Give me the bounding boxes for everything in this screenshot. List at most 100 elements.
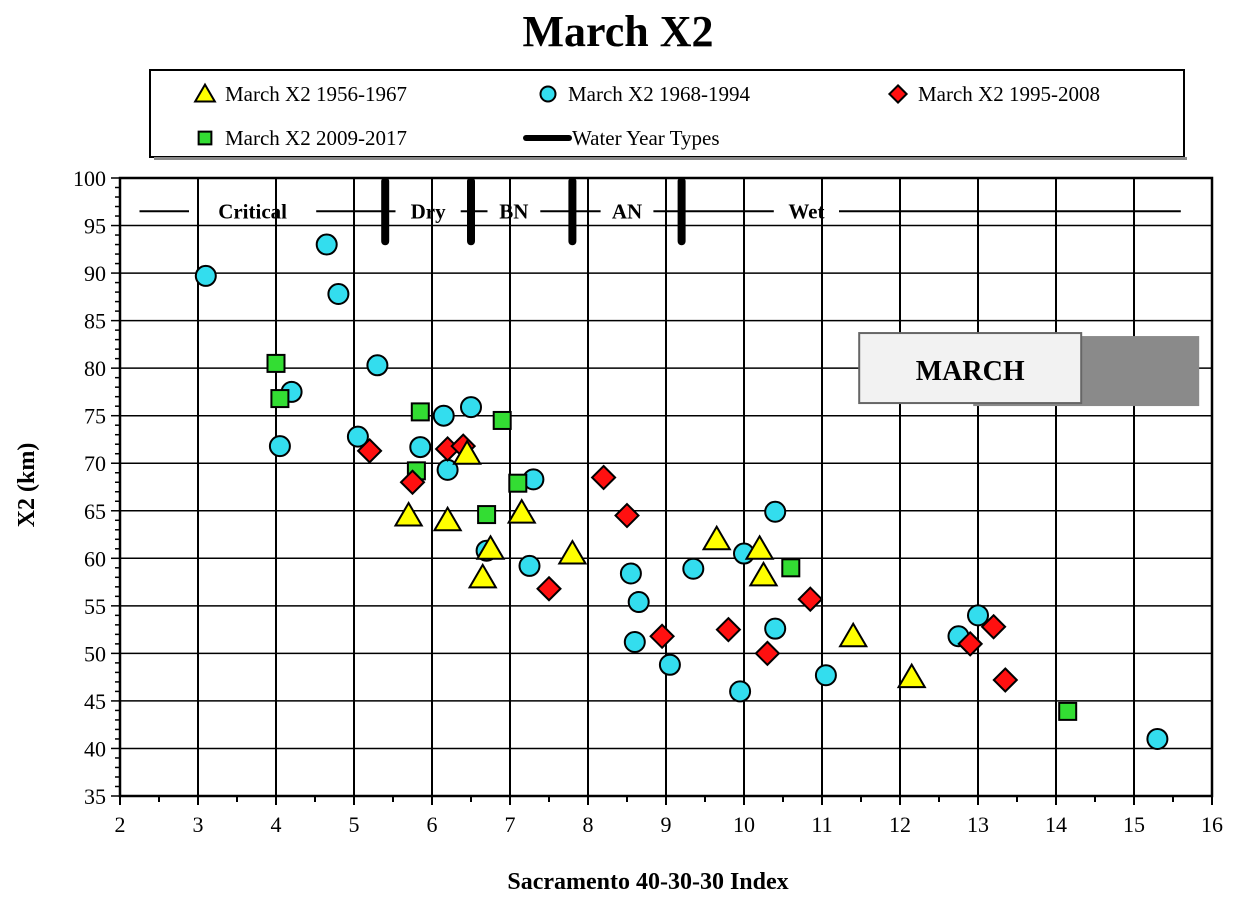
annotation-text: MARCH [916,356,1025,387]
data-point-triangle [701,524,732,551]
data-point-circle [194,264,217,287]
legend-marker-circle [539,85,557,103]
legend-entry-label: March X2 2009-2017 [225,126,407,150]
data-point-diamond [649,623,676,650]
data-point-diamond [797,586,824,613]
data-point-square [781,558,801,578]
data-point-circle [409,436,432,459]
y-tick-label: 95 [84,214,106,239]
y-tick-label: 90 [84,261,106,286]
x-tick-label: 16 [1201,812,1223,837]
y-tick-label: 35 [84,784,106,809]
y-tick-label: 65 [84,499,106,524]
data-points [194,233,1169,750]
data-point-diamond [356,437,383,464]
data-point-diamond [399,469,426,496]
data-point-circle [658,653,681,676]
data-point-diamond [754,640,781,667]
data-point-circle [1146,727,1169,750]
data-point-square [410,402,430,422]
legend-frame [149,69,1185,158]
data-point-square [270,389,290,409]
data-point-circle [623,630,646,653]
y-tick-labels: 35 40 45 50 55 60 65 70 75 80 85 90 95 100 [73,166,106,809]
x-tick-label: 12 [889,812,911,837]
x-tick-label: 9 [661,812,672,837]
annotation-box [858,332,1083,405]
x-tick-label: 4 [271,812,282,837]
data-point-triangle [432,505,463,532]
legend-marker-square [197,130,213,146]
data-point-circle [729,680,752,703]
data-point-square [477,505,497,525]
data-point-triangle [748,560,779,587]
data-point-diamond [590,464,617,491]
x-tick-label: 7 [505,812,516,837]
data-point-circle [814,664,837,687]
data-point-diamond [957,630,984,657]
data-point-circle [460,396,482,419]
data-point-triangle [475,534,506,560]
legend: March X2 1956-1967 March X2 1968-1994 Marc… [149,69,1187,160]
y-tick-label: 45 [84,689,106,714]
x-tick-label: 14 [1045,812,1067,837]
y-tick-label: 80 [84,356,106,381]
legend-shadow [154,157,1187,160]
data-point-diamond [992,667,1019,693]
data-point-circle [967,604,989,627]
legend-marker-triangle [193,82,217,103]
chart-title: March X2 [522,7,713,56]
data-point-triangle [744,534,775,560]
y-tick-label: 60 [84,546,106,571]
data-point-circle [315,233,338,256]
wyt-label: Dry [411,199,446,223]
data-point-circle [327,282,350,305]
data-point-diamond [715,616,742,643]
data-point-circle [268,435,291,458]
data-point-circle [619,562,642,585]
data-point-square [266,353,286,373]
legend-items: March X2 1956-1967 March X2 1968-1994 Marc… [193,82,1100,150]
data-point-triangle [557,539,588,565]
x-tick-label: 8 [583,812,594,837]
legend-entry-label: Water Year Types [572,126,720,150]
x-tick-label: 15 [1123,812,1145,837]
march-annotation: MARCH [858,332,1200,407]
grid-lines [120,178,1212,796]
data-point-triangle [506,498,537,524]
y-tick-label: 85 [84,309,106,334]
x-tick-label: 2 [115,812,126,837]
data-point-circle [764,617,787,640]
x-tick-label: 6 [427,812,438,837]
x-tick-label: 13 [967,812,989,837]
data-point-triangle [838,621,869,648]
y-tick-label: 55 [84,594,106,619]
data-point-circle [432,404,455,427]
y-tick-label: 100 [73,166,106,191]
y-axis-label: X2 (km) [14,443,40,528]
wyt-label: Wet [788,199,824,223]
data-point-square [508,473,528,493]
wyt-label: Critical [218,199,287,223]
y-tick-label: 70 [84,451,106,476]
data-point-square [492,410,512,430]
legend-marker-diamond [887,83,909,105]
x-tick-labels: 2 3 4 5 6 7 8 9 10 11 12 13 14 15 16 [115,812,1224,837]
wyt-label: AN [612,199,642,223]
x-axis-label: Sacramento 40-30-30 Index [507,869,788,895]
y-tick-label: 40 [84,736,106,761]
data-point-triangle [452,439,482,465]
y-tick-label: 50 [84,641,106,666]
data-point-diamond [536,575,562,602]
data-point-diamond [980,613,1007,640]
data-point-circle [682,557,705,580]
axes [111,176,1214,805]
water-year-types: Critical Dry BN AN Wet [139,177,1181,246]
x-tick-label: 5 [349,812,360,837]
data-point-circle [764,500,787,523]
x-tick-label: 3 [193,812,204,837]
data-point-circle [346,425,369,448]
legend-entry-label: March X2 1956-1967 [225,82,407,106]
legend-entry-label: March X2 1995-2008 [918,82,1100,106]
